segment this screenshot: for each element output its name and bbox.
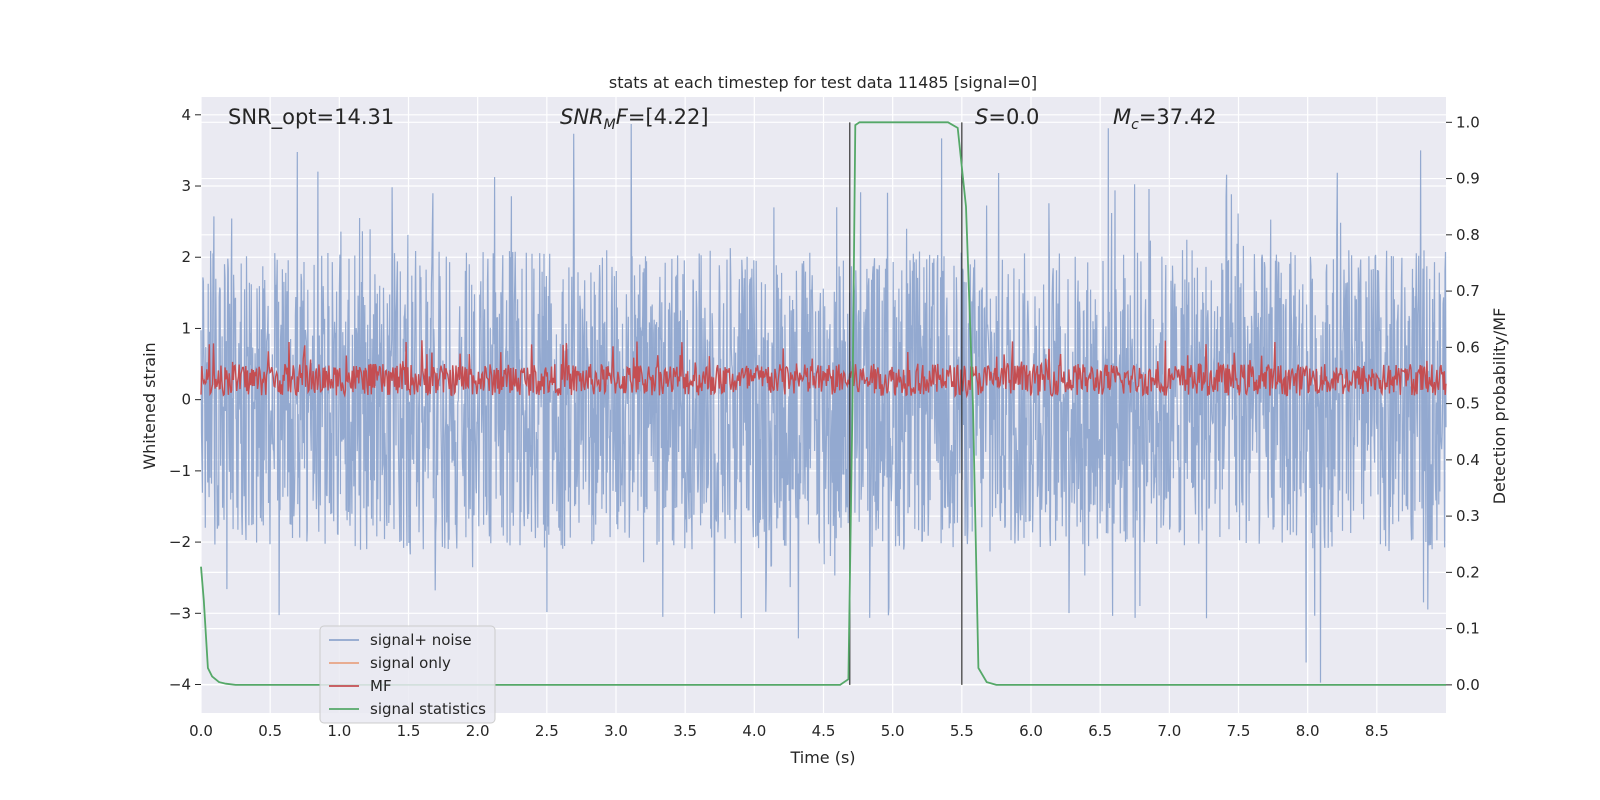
y-right-tick-label-8: 0.2 — [1456, 563, 1480, 581]
y-tick-label-2: 2 — [181, 248, 191, 266]
signal-noise-series — [200, 123, 1447, 683]
mf-line — [200, 340, 1447, 399]
snr-mf-subscript: M — [604, 117, 616, 133]
snr-mf-symbol: SNR — [560, 105, 604, 129]
annotation-chirp-mass: Mc=37.42 — [1113, 105, 1217, 133]
x-tick-labels: 0.0 0.5 1.0 1.5 2.0 2.5 3.0 3.5 4.0 4.5 5.0 5.5 6.0 6… — [189, 722, 1389, 740]
statistic-value: =0.0 — [988, 105, 1039, 129]
x-tick-label-13: 6.5 — [1088, 722, 1112, 740]
y-tick-label-7: −3 — [169, 604, 191, 622]
x-tick-label-10: 5.0 — [881, 722, 905, 740]
y-tick-label-8: −4 — [169, 676, 191, 694]
y-right-tick-label-10: 0.0 — [1456, 676, 1480, 694]
x-tick-label-3: 1.5 — [397, 722, 421, 740]
y-right-tick-label-6: 0.4 — [1456, 451, 1480, 469]
snr-mf-value: =[4.22] — [628, 105, 709, 129]
y-tick-label-0: 4 — [181, 106, 191, 124]
x-tick-label-0: 0.0 — [189, 722, 213, 740]
legend-label-signal-statistics: signal statistics — [370, 700, 486, 718]
chirp-mass-value: =37.42 — [1139, 105, 1217, 129]
x-tick-label-9: 4.5 — [812, 722, 836, 740]
x-tick-label-16: 8.0 — [1296, 722, 1320, 740]
y-right-tick-labels: 1.0 0.9 0.8 0.7 0.6 0.5 0.4 0.3 0.2 0.1 0.0 — [1446, 113, 1480, 694]
y-tick-label-4: 0 — [181, 391, 191, 409]
y-right-tick-label-0: 1.0 — [1456, 113, 1480, 131]
y-right-tick-label-4: 0.6 — [1456, 338, 1480, 356]
x-tick-label-11: 5.5 — [950, 722, 974, 740]
y-right-tick-label-9: 0.1 — [1456, 620, 1480, 638]
mf-series — [200, 340, 1447, 399]
signal-statistics-line — [200, 121, 1446, 686]
y-tick-label-3: 1 — [181, 319, 191, 337]
x-tick-label-2: 1.0 — [327, 722, 351, 740]
x-axis-label: Time (s) — [789, 748, 855, 767]
y-tick-label-5: −1 — [169, 462, 191, 480]
x-tick-label-12: 6.0 — [1019, 722, 1043, 740]
x-tick-label-15: 7.5 — [1227, 722, 1251, 740]
x-tick-label-1: 0.5 — [258, 722, 282, 740]
x-tick-label-8: 4.0 — [742, 722, 766, 740]
y-tick-label-1: 3 — [181, 177, 191, 195]
y-tick-labels: 4 3 2 1 0 −1 −2 −3 −4 — [169, 106, 201, 694]
chirp-mass-subscript: c — [1131, 117, 1139, 133]
x-tick-label-7: 3.5 — [673, 722, 697, 740]
x-tick-label-14: 7.0 — [1157, 722, 1181, 740]
snr-mf-tail: F — [616, 105, 629, 129]
legend-label-signal-noise: signal+ noise — [370, 631, 472, 649]
annotation-statistic: S=0.0 — [975, 105, 1039, 129]
y-right-tick-label-1: 0.9 — [1456, 170, 1480, 188]
statistic-symbol: S — [975, 105, 988, 129]
x-tick-label-4: 2.0 — [466, 722, 490, 740]
legend-box — [319, 625, 496, 724]
y-right-tick-label-7: 0.3 — [1456, 507, 1480, 525]
annotation-snr-mf: SNRMF=[4.22] — [560, 105, 709, 133]
chart-title: stats at each timestep for test data 114… — [609, 73, 1037, 92]
y-tick-label-6: −2 — [169, 533, 191, 551]
y-right-axis-label: Detection probability/MF — [1490, 308, 1509, 505]
signal-statistics-series — [200, 121, 1446, 686]
x-tick-label-17: 8.5 — [1365, 722, 1389, 740]
y-right-tick-label-5: 0.5 — [1456, 395, 1480, 413]
legend: signal+ noise signal only MF signal stat… — [319, 625, 496, 724]
signal-noise-line — [200, 123, 1447, 683]
x-tick-label-6: 3.0 — [604, 722, 628, 740]
y-axis-label: Whitened strain — [140, 342, 159, 469]
y-right-tick-label-3: 0.7 — [1456, 282, 1480, 300]
y-right-tick-label-2: 0.8 — [1456, 226, 1480, 244]
legend-label-signal-only: signal only — [370, 654, 451, 672]
legend-label-mf: MF — [370, 677, 392, 695]
chirp-mass-symbol: M — [1113, 105, 1131, 129]
x-tick-label-5: 2.5 — [535, 722, 559, 740]
annotation-snr-opt: SNR_opt=14.31 — [228, 105, 394, 130]
